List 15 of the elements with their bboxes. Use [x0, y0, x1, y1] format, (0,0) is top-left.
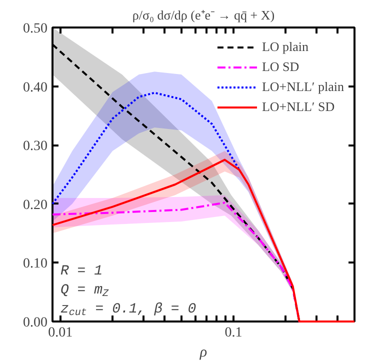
x-tick-label: 0.01: [48, 326, 73, 340]
chart-title: ρ/σ₀ dσ/dρ (e⁺e⁻ → qq̄ + X): [132, 8, 275, 22]
y-tick-label: 0.50: [23, 22, 48, 36]
y-tick-label: 0.20: [23, 198, 48, 213]
x-axis-title: ρ: [198, 344, 208, 360]
legend-label: LO+NLL′ SD: [262, 99, 335, 115]
annotation: R = 1: [60, 264, 103, 280]
legend-label: LO plain: [262, 39, 309, 55]
x-tick-label: 0.1: [224, 326, 242, 340]
y-tick-label: 0.40: [23, 80, 48, 96]
y-tick-label: 0.00: [23, 316, 48, 330]
legend-label: LO+NLL′ plain: [262, 79, 344, 95]
legend-label: LO SD: [262, 59, 300, 75]
y-tick-label: 0.10: [23, 256, 48, 272]
y-tick-label: 0.30: [23, 139, 48, 154]
